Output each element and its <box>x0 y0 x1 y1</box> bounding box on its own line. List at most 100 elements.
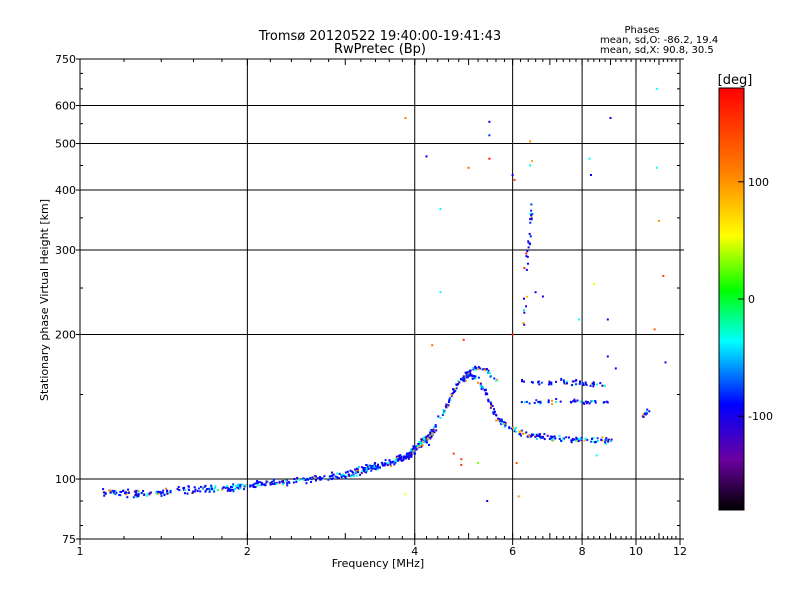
data-point <box>501 422 504 425</box>
data-point <box>281 483 284 486</box>
data-point <box>286 484 289 487</box>
data-point <box>196 490 199 492</box>
data-point <box>530 203 533 206</box>
data-point <box>292 481 295 484</box>
outlier-point <box>460 463 463 466</box>
data-point <box>590 400 593 403</box>
data-point <box>604 442 607 445</box>
data-point <box>347 473 350 476</box>
data-point <box>572 400 574 403</box>
y-tick-label: 500 <box>55 138 76 151</box>
outlier-point <box>523 267 526 270</box>
data-point <box>146 492 149 495</box>
data-point <box>472 368 475 371</box>
data-point <box>519 430 522 433</box>
data-points <box>102 87 667 502</box>
data-point <box>114 490 117 493</box>
outlier-point <box>486 500 489 502</box>
data-point <box>160 495 163 497</box>
data-point <box>265 480 268 483</box>
data-point <box>149 491 152 494</box>
data-point <box>553 435 556 438</box>
data-point <box>356 471 359 473</box>
data-point <box>225 485 228 488</box>
data-point <box>369 464 372 467</box>
data-point <box>601 436 604 439</box>
data-point <box>469 373 472 376</box>
data-point <box>493 377 496 380</box>
data-point <box>348 474 351 477</box>
outlier-point <box>488 134 491 137</box>
data-point <box>298 478 301 481</box>
data-point <box>575 438 578 441</box>
data-point <box>432 428 435 431</box>
data-point <box>243 488 245 491</box>
data-point <box>208 487 211 490</box>
data-point <box>353 475 355 478</box>
data-point <box>388 459 391 462</box>
data-point <box>165 487 167 490</box>
data-point <box>137 491 140 494</box>
data-point <box>447 404 450 407</box>
data-point <box>572 380 575 383</box>
outlier-point <box>477 462 480 464</box>
data-point <box>442 408 445 411</box>
data-point <box>259 484 262 487</box>
data-point <box>155 492 158 495</box>
data-point <box>214 486 217 489</box>
data-point <box>498 417 501 420</box>
outlier-point <box>588 157 591 160</box>
data-point <box>522 322 525 325</box>
data-point <box>194 488 197 491</box>
data-point <box>366 464 369 467</box>
data-point <box>646 408 649 411</box>
data-point <box>574 379 577 382</box>
data-point <box>213 490 216 493</box>
data-point <box>416 447 419 450</box>
data-point <box>582 401 585 404</box>
data-point <box>256 484 259 487</box>
data-point <box>575 383 577 386</box>
data-point <box>410 455 413 458</box>
data-point <box>600 438 603 441</box>
data-point <box>485 368 488 370</box>
outlier-point <box>460 458 463 461</box>
data-point <box>537 380 540 383</box>
data-point <box>484 389 486 392</box>
data-point <box>132 496 135 499</box>
data-point <box>119 490 122 493</box>
data-point <box>645 411 648 414</box>
data-point <box>474 366 476 369</box>
data-point <box>420 442 423 445</box>
data-point <box>227 487 230 490</box>
data-point <box>127 488 130 491</box>
data-point <box>558 437 561 440</box>
data-point <box>423 438 426 441</box>
colorbar-label: [deg] <box>718 73 753 88</box>
data-point <box>607 440 610 443</box>
data-point <box>163 492 166 495</box>
data-point <box>497 417 500 420</box>
data-point <box>261 483 264 486</box>
data-point <box>529 435 532 438</box>
data-point <box>323 475 326 478</box>
data-point <box>156 491 159 494</box>
data-point <box>573 400 576 403</box>
outlier-point <box>511 333 514 336</box>
data-point <box>344 477 347 480</box>
data-point <box>529 243 531 246</box>
data-point <box>406 452 408 455</box>
data-point <box>334 475 337 478</box>
data-point <box>126 496 129 499</box>
data-point <box>592 382 595 385</box>
data-point <box>591 400 594 402</box>
data-point <box>525 295 528 298</box>
data-point <box>462 379 465 382</box>
data-point <box>397 457 400 460</box>
data-point <box>411 449 414 452</box>
data-point <box>568 436 570 439</box>
data-point <box>399 454 402 457</box>
data-point <box>208 489 211 492</box>
data-point <box>528 434 531 437</box>
data-point <box>429 434 432 437</box>
